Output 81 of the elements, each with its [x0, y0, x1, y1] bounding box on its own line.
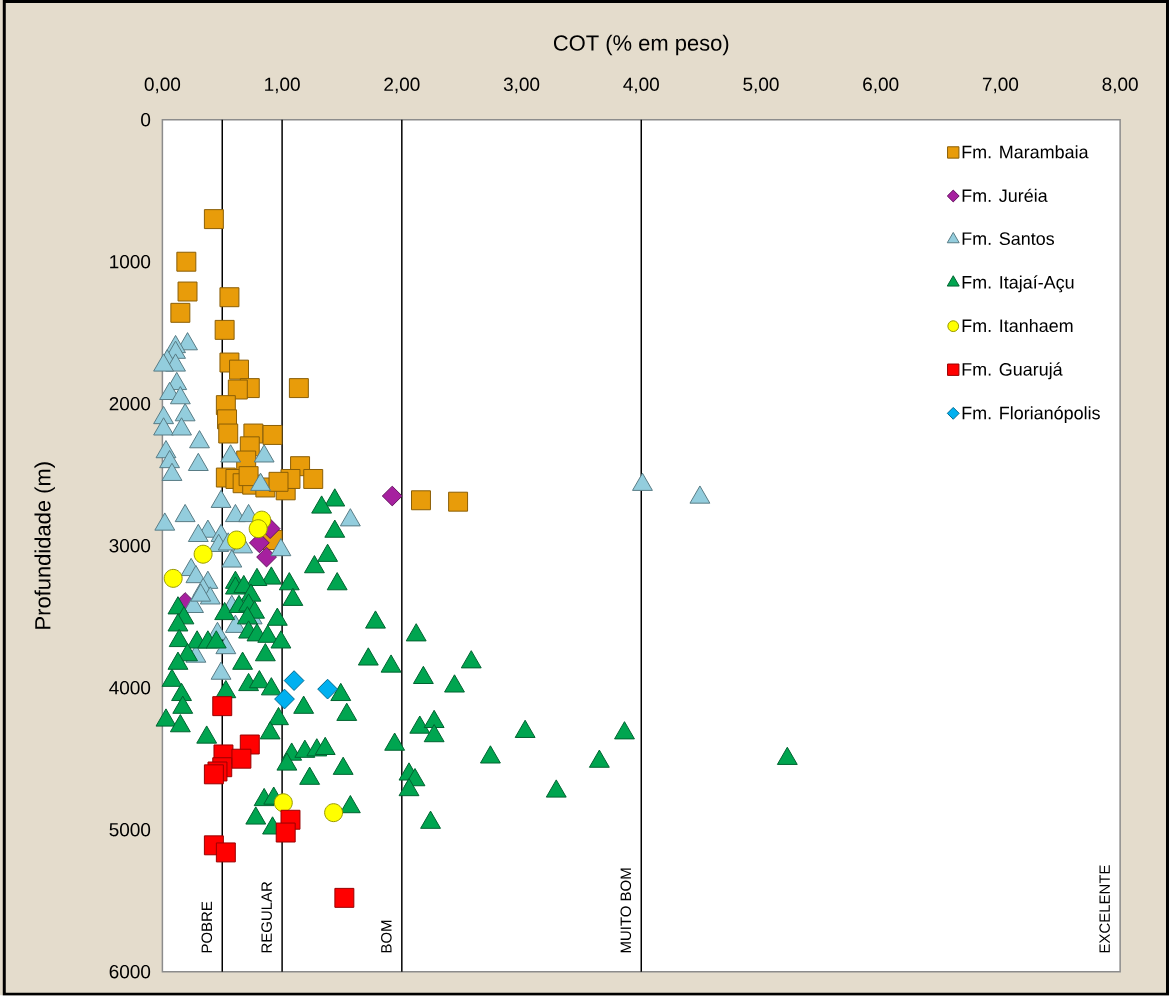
point [163, 569, 183, 589]
point [219, 287, 240, 308]
point [193, 544, 213, 564]
point [177, 281, 198, 302]
point [238, 466, 259, 487]
point [231, 748, 252, 769]
point [187, 452, 209, 472]
point [268, 472, 289, 492]
legend-label: Fm. Santos [962, 232, 1055, 246]
point [303, 469, 324, 490]
point [174, 504, 196, 523]
legend-label: Fm. Juréia [962, 188, 1048, 203]
point [153, 353, 175, 372]
annotation: EXCELENTE [1099, 865, 1110, 953]
point [317, 678, 338, 700]
y-tick-label: 1000 [110, 255, 151, 269]
point [339, 508, 361, 527]
point [274, 688, 295, 710]
point [288, 378, 309, 399]
point [227, 379, 248, 400]
point [227, 530, 247, 550]
point [154, 512, 176, 531]
x-tick-label: 1,00 [265, 77, 300, 94]
point [632, 472, 653, 492]
point [153, 417, 175, 436]
x-tick-label: 5,00 [743, 77, 779, 94]
x-tick-label: 2,00 [384, 77, 420, 94]
point [283, 670, 305, 692]
point [215, 842, 236, 863]
y-tick-label: 0 [141, 113, 151, 127]
ref-line-label: POBRE [201, 901, 213, 953]
point [220, 444, 242, 463]
point [270, 538, 292, 557]
point [262, 425, 283, 446]
point [170, 303, 191, 323]
legend-label: Fm. Itanhaem [962, 319, 1073, 333]
x-tick-label: 7,00 [982, 77, 1019, 94]
point [381, 485, 403, 507]
point [411, 490, 431, 511]
point [250, 472, 271, 492]
point [176, 251, 197, 272]
point [189, 430, 210, 449]
point [171, 417, 192, 436]
x-tick-label: 0,00 [144, 77, 181, 94]
ref-line-label: BOM [381, 920, 392, 953]
y-axis-title: Profundidade (m) [34, 462, 55, 629]
legend-label: Fm. Marambaia [962, 145, 1089, 159]
point [275, 822, 296, 843]
point [212, 696, 233, 717]
y-tick-label: 3000 [109, 539, 151, 553]
point [161, 462, 183, 482]
point [190, 583, 212, 602]
point [448, 491, 469, 512]
y-tick-label: 2000 [109, 397, 151, 411]
x-axis-title: COT (% em peso) [553, 34, 729, 56]
point [256, 546, 277, 568]
legend-label: Fm. Guarujá [962, 362, 1063, 380]
point [187, 523, 209, 543]
point [334, 888, 355, 909]
point [273, 793, 293, 813]
point [253, 444, 275, 463]
point [218, 423, 239, 444]
point [174, 403, 196, 422]
ref-line-label: REGULAR [261, 882, 272, 953]
x-tick-label: 6,00 [863, 77, 899, 94]
y-tick-label: 5000 [109, 823, 151, 837]
point [210, 489, 232, 509]
point [248, 519, 268, 539]
ref-line-label: MUITO BOM [620, 868, 632, 953]
point [169, 386, 191, 405]
x-tick-label: 4,00 [623, 77, 659, 94]
point [229, 359, 249, 380]
point [689, 485, 711, 504]
y-tick-label: 4000 [109, 681, 151, 695]
point [221, 549, 243, 568]
y-tick-label: 6000 [109, 965, 151, 979]
x-tick-label: 8,00 [1102, 77, 1138, 94]
point [324, 803, 344, 823]
legend-label: Fm. Florianópolis [962, 406, 1100, 424]
legend-label: Fm. Itajaí-Açu [962, 275, 1074, 293]
x-tick-label: 3,00 [503, 77, 540, 94]
